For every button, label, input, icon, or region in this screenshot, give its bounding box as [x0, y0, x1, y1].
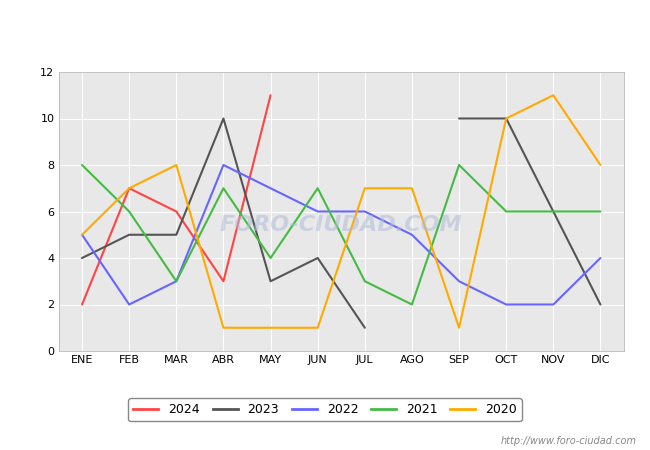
- Text: http://www.foro-ciudad.com: http://www.foro-ciudad.com: [501, 436, 637, 446]
- Text: FORO-CIUDAD.COM: FORO-CIUDAD.COM: [220, 216, 463, 235]
- Legend: 2024, 2023, 2022, 2021, 2020: 2024, 2023, 2022, 2021, 2020: [129, 398, 521, 421]
- Text: Matriculaciones de Vehiculos en Santa Coloma de Queralt: Matriculaciones de Vehiculos en Santa Co…: [112, 17, 538, 32]
